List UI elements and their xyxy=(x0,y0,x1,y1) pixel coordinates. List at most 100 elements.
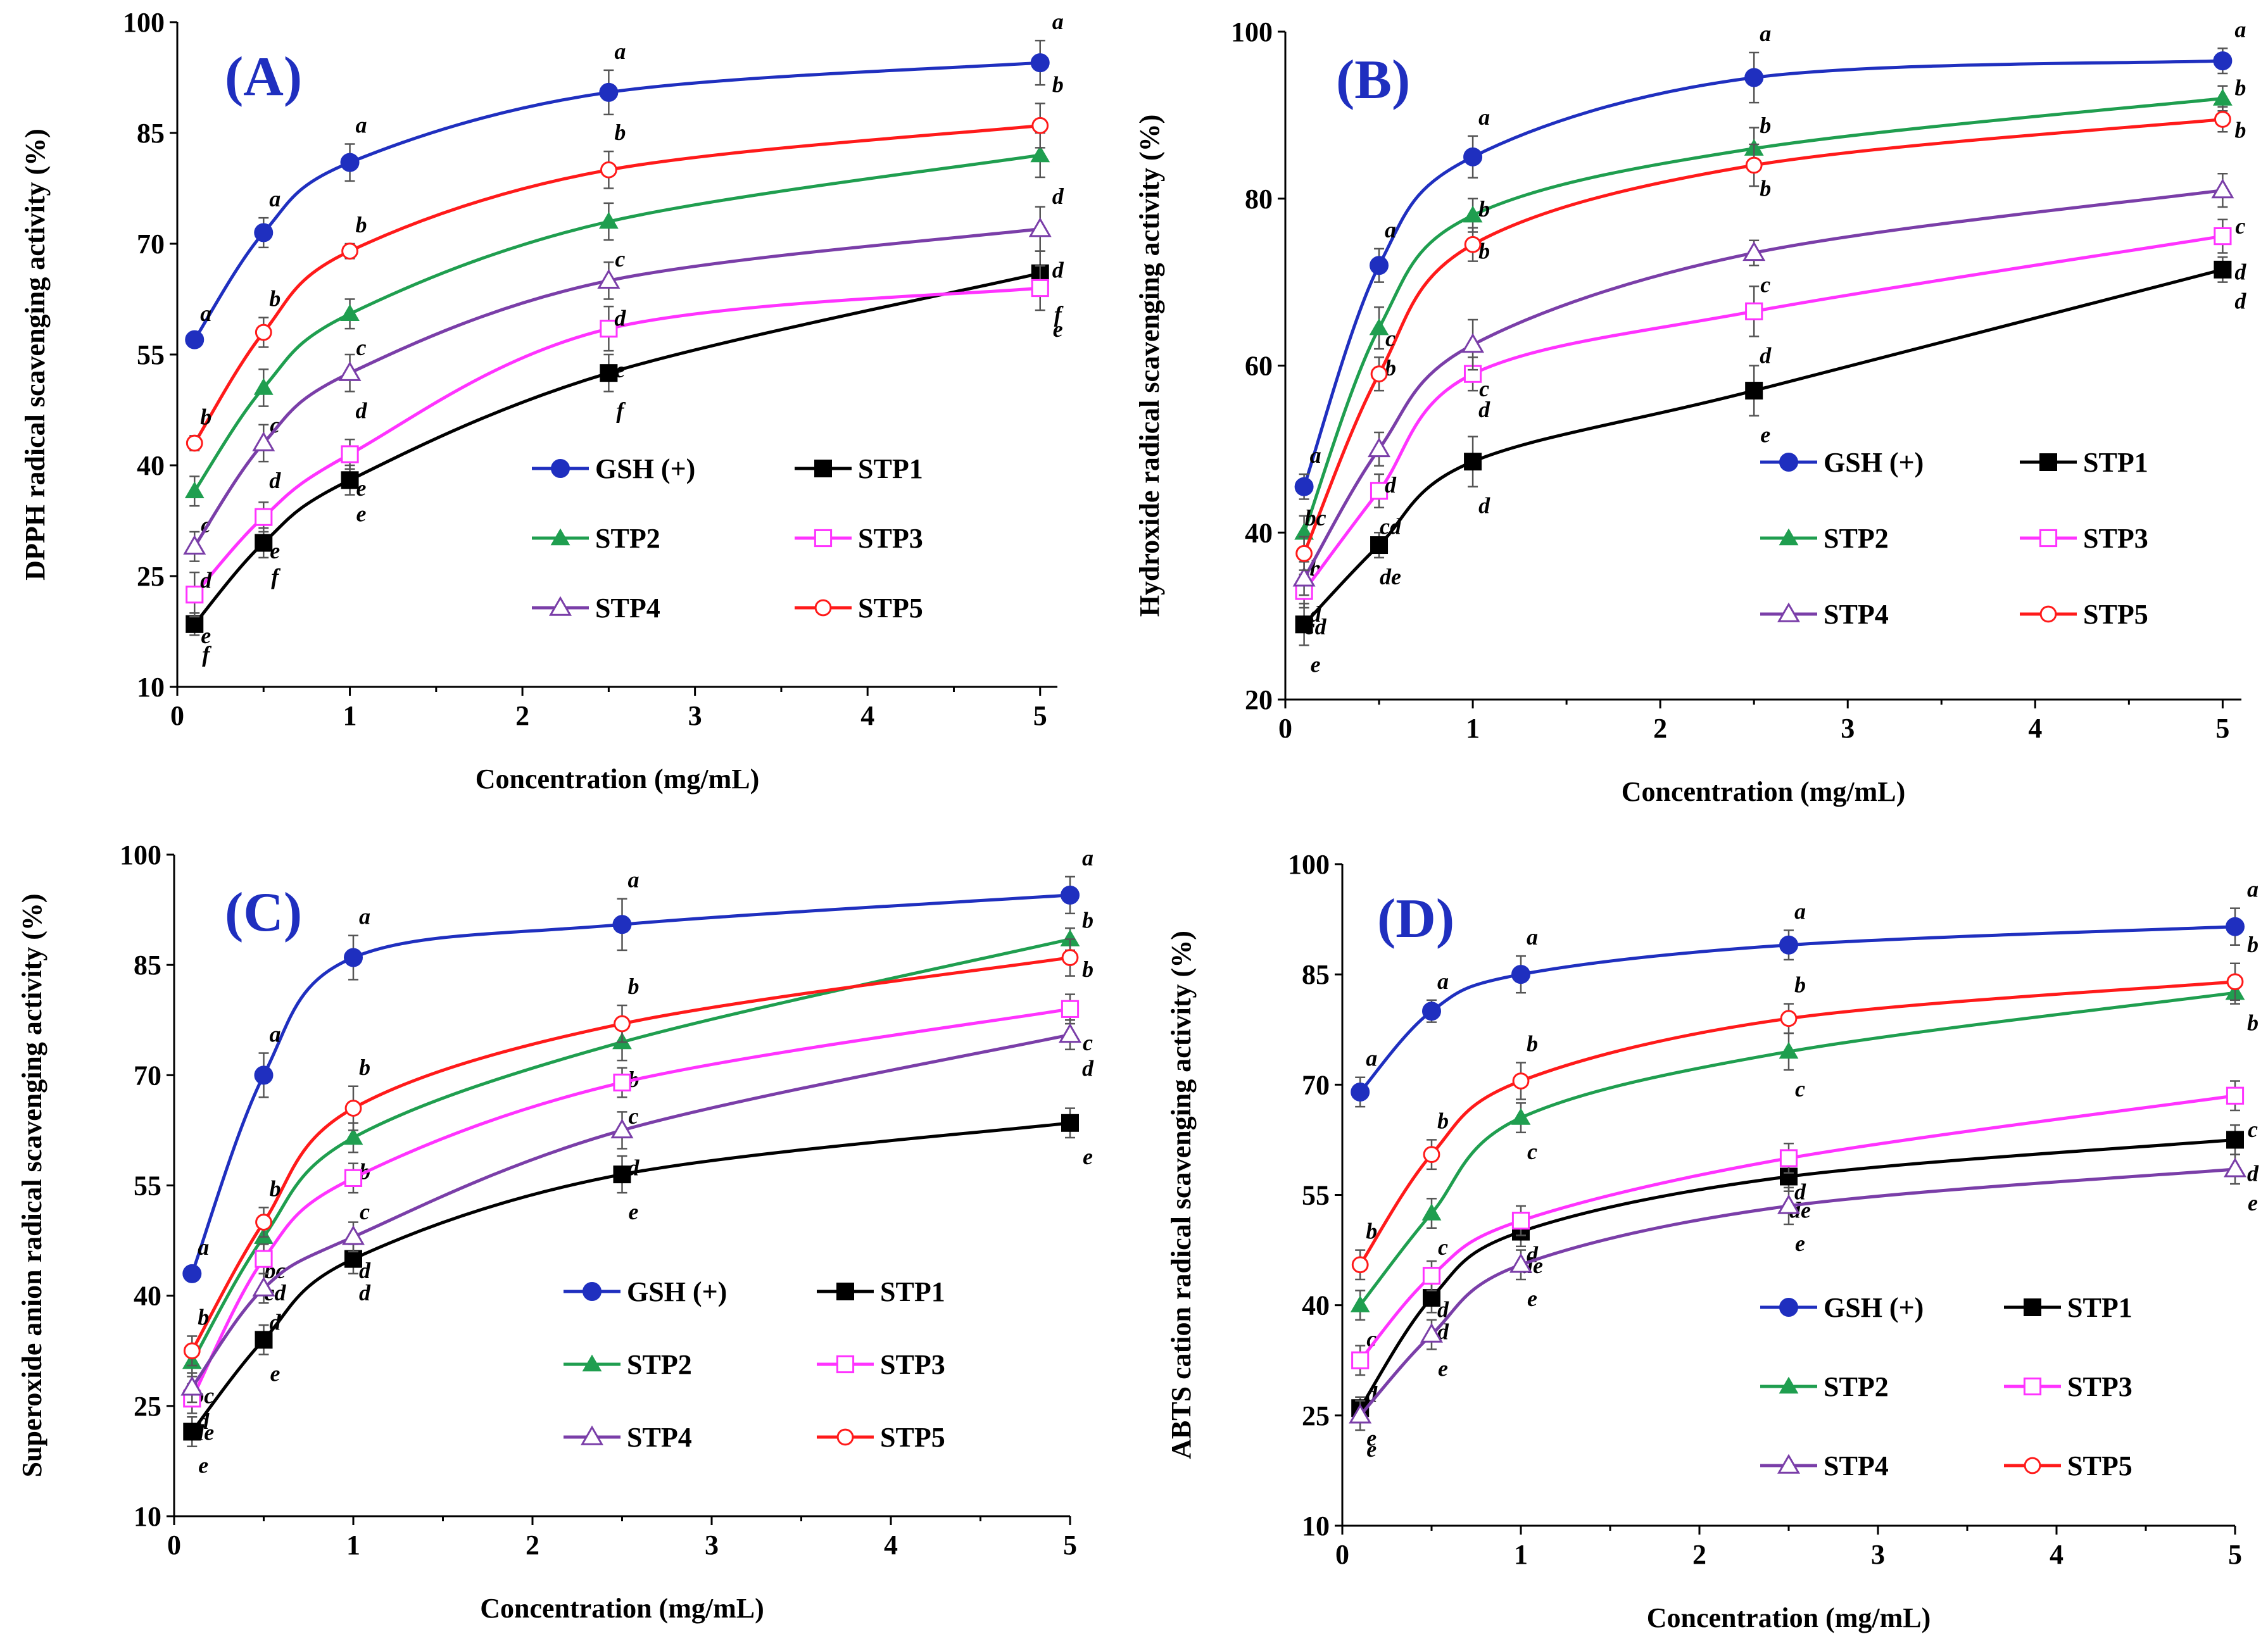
significance-letter: d xyxy=(614,306,626,331)
data-point xyxy=(2211,179,2234,199)
significance-letter: c xyxy=(1438,1234,1448,1260)
significance-letter: d xyxy=(1052,184,1064,209)
x-tick-label: 3 xyxy=(1841,713,1855,744)
y-axis-title: DPPH radical scavenging activity (%) xyxy=(20,129,51,581)
x-axis-title: Concentration (mg/mL) xyxy=(480,1593,764,1624)
significance-letter: a xyxy=(1052,9,1064,34)
significance-letter: e xyxy=(1311,651,1321,677)
panel-label: (A) xyxy=(225,46,302,108)
series-line xyxy=(193,61,1040,341)
data-point xyxy=(1423,1146,1440,1164)
data-point xyxy=(344,1169,363,1187)
significance-letter: b xyxy=(1385,355,1396,380)
data-point xyxy=(255,534,273,552)
significance-letter: e xyxy=(201,623,211,648)
x-tick-label: 5 xyxy=(1033,700,1047,731)
data-point xyxy=(614,1015,631,1033)
data-point xyxy=(183,1342,201,1360)
legend-label: STP3 xyxy=(2067,1371,2133,1402)
significance-letter: a xyxy=(1385,217,1396,242)
significance-letter: c xyxy=(360,1199,370,1224)
x-tick-label: 0 xyxy=(1278,713,1292,744)
significance-letter: c xyxy=(1527,1139,1537,1164)
x-tick-label: 4 xyxy=(884,1530,898,1561)
x-tick-label: 4 xyxy=(2050,1539,2063,1570)
x-tick-label: 2 xyxy=(526,1530,539,1561)
x-axis-title: Concentration (mg/mL) xyxy=(1647,1602,1931,1633)
data-point xyxy=(182,1264,202,1283)
y-axis-title: Hydroxide radical scavenging activity (%… xyxy=(1134,115,1165,617)
series-line xyxy=(1359,980,2236,1266)
data-point xyxy=(1777,1194,1801,1214)
significance-letter: c xyxy=(2248,1117,2258,1142)
significance-letter: d xyxy=(359,1280,371,1305)
significance-letter: b xyxy=(1527,1031,1538,1057)
legend-marker xyxy=(836,1355,855,1374)
series-gsh: a a a a a xyxy=(1351,877,2259,1108)
legend-marker xyxy=(1779,528,1799,546)
significance-letter: c xyxy=(629,1103,639,1129)
data-point xyxy=(185,330,205,349)
significance-letter: d xyxy=(1082,1056,1094,1081)
legend-label: STP1 xyxy=(858,453,923,484)
significance-letter: a xyxy=(1310,443,1321,468)
significance-letter: c xyxy=(615,246,625,272)
legend-label: STP4 xyxy=(595,593,660,624)
legend-label: STP5 xyxy=(2083,599,2148,630)
significance-letter: e xyxy=(198,1453,208,1478)
data-point xyxy=(1511,965,1530,984)
y-tick-label: 85 xyxy=(134,950,161,981)
legend-item: STP2 xyxy=(532,523,660,554)
significance-letter: b xyxy=(269,286,280,311)
legend-item: STP3 xyxy=(2004,1371,2133,1402)
significance-letter: a xyxy=(1082,845,1093,870)
y-tick-label: 70 xyxy=(134,1060,161,1091)
legend-marker xyxy=(1779,1376,1799,1394)
significance-letter: b xyxy=(2234,117,2246,142)
y-tick-label: 25 xyxy=(1302,1400,1330,1431)
significance-letter: e xyxy=(270,538,280,563)
data-point xyxy=(1351,1351,1370,1369)
significance-letter: e xyxy=(1366,1426,1377,1451)
data-point xyxy=(1512,1072,1530,1090)
legend-item: GSH (+) xyxy=(564,1276,727,1307)
legend-item: STP5 xyxy=(795,593,923,624)
data-point xyxy=(252,431,275,451)
y-tick-label: 10 xyxy=(1302,1511,1330,1542)
data-point xyxy=(1780,1010,1798,1027)
significance-letter: e xyxy=(1760,422,1770,448)
legend-item: STP5 xyxy=(2004,1450,2133,1481)
data-point xyxy=(1295,615,1313,634)
legend-item: STP4 xyxy=(564,1422,692,1453)
significance-letter: d xyxy=(628,1155,640,1180)
data-point xyxy=(183,1423,201,1441)
legend-marker xyxy=(580,1425,604,1445)
significance-letter: f xyxy=(1054,302,1064,327)
data-point xyxy=(253,378,274,395)
data-point xyxy=(340,304,360,322)
data-point xyxy=(254,223,274,242)
significance-letter: b xyxy=(356,212,367,237)
data-point xyxy=(1370,482,1389,500)
significance-letter: a xyxy=(1794,899,1806,924)
significance-letter: e xyxy=(1527,1286,1537,1311)
significance-letter: e xyxy=(629,1199,639,1224)
significance-letter: d xyxy=(359,1258,371,1283)
legend-marker xyxy=(836,1428,854,1446)
data-point xyxy=(2226,973,2244,991)
data-point xyxy=(255,508,273,526)
data-point xyxy=(1030,145,1050,163)
data-point xyxy=(340,153,360,172)
data-point xyxy=(2214,111,2231,128)
legend-label: STP4 xyxy=(1824,1450,1889,1481)
data-point xyxy=(1779,1041,1799,1059)
panel-label: (D) xyxy=(1377,888,1454,950)
data-point xyxy=(338,361,362,381)
y-tick-label: 40 xyxy=(137,450,165,481)
legend-marker xyxy=(551,459,570,478)
significance-letter: d xyxy=(1437,1297,1449,1322)
